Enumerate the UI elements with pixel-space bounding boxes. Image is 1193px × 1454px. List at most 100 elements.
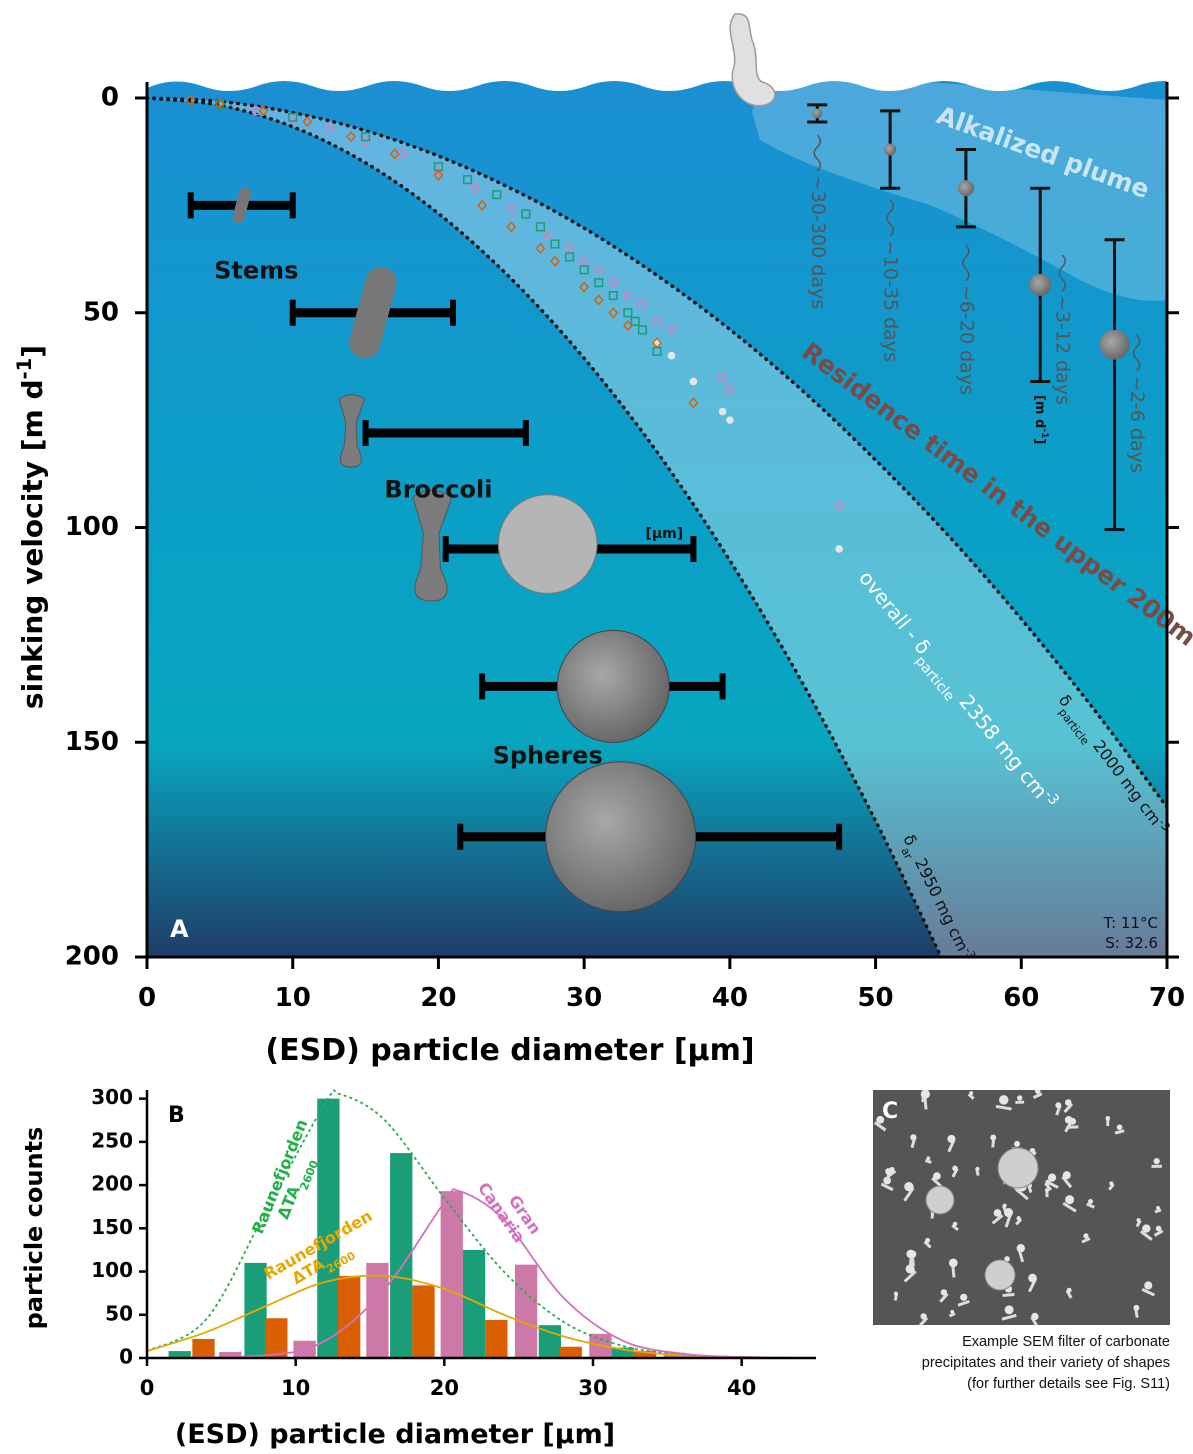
y-tick-label: 50 (83, 297, 119, 327)
particle-image (546, 762, 696, 912)
sem-particle (921, 1093, 925, 1097)
figure: StemsBroccoliSpheres[µm]~30-300 days~10-… (0, 0, 1193, 1454)
shape-label: Stems (214, 256, 298, 284)
sem-particle (969, 1091, 973, 1095)
caption-line: precipitates and their variety of shapes (922, 1355, 1170, 1371)
bar (560, 1347, 582, 1358)
sem-particle (990, 1135, 996, 1141)
sem-particle (1017, 1244, 1025, 1252)
x-tick-label: 40 (712, 983, 748, 1013)
sem-particle (926, 1156, 930, 1160)
sem-particle (1065, 1099, 1072, 1106)
y-tick-label: 100 (91, 1258, 133, 1282)
particle-icon (812, 108, 822, 118)
sem-particle (999, 1095, 1008, 1104)
sem-particle (909, 1251, 916, 1258)
sem-particle (953, 1222, 957, 1226)
sem-particle (1137, 1218, 1141, 1222)
bar (515, 1265, 537, 1358)
text-part: ] (1033, 438, 1048, 444)
y-axis-label: particle counts (20, 1127, 48, 1330)
particle-icon (1029, 274, 1051, 296)
caption-line: (for further details see Fig. S11) (967, 1376, 1170, 1392)
sem-particle (925, 1238, 930, 1243)
text-part: ] (16, 345, 49, 358)
data-point (690, 378, 698, 386)
sem-particle (1156, 1206, 1160, 1210)
residence-label: ~30-300 days (807, 175, 829, 309)
x-tick-label: 10 (275, 983, 311, 1013)
sem-background (873, 1090, 1170, 1325)
bar (441, 1191, 463, 1358)
x-tick-label: 0 (138, 983, 156, 1013)
residence-label: ~2-6 days (1126, 375, 1148, 473)
data-point (726, 416, 734, 424)
sem-particle (1154, 1158, 1160, 1164)
sem-particle (1015, 1101, 1024, 1104)
panel-label: B (168, 1103, 185, 1128)
text-part: 2600 (297, 1158, 321, 1192)
x-tick-label: 20 (420, 983, 456, 1013)
sem-particle (920, 1313, 926, 1319)
sem-particle (1031, 1313, 1038, 1320)
condition-label: T: 11°C (1103, 914, 1158, 932)
sem-particle (1017, 1095, 1022, 1100)
condition-label: S: 32.6 (1105, 934, 1158, 952)
sem-particle (1109, 1181, 1113, 1185)
y-tick-label: 150 (65, 727, 119, 757)
y-tick-label: 200 (65, 942, 119, 972)
x-tick-label: 70 (1149, 983, 1185, 1013)
sem-particle (1014, 1141, 1020, 1147)
sem-particle (1035, 1088, 1041, 1094)
sem-particle (910, 1134, 916, 1140)
sem-particle (1151, 1165, 1161, 1168)
sem-particle (1083, 1233, 1088, 1238)
sem-particle (1004, 1208, 1013, 1217)
sem-particle (952, 1166, 958, 1172)
sem-particle (1133, 1305, 1139, 1311)
x-tick-label: 10 (281, 1376, 310, 1400)
bar (463, 1250, 485, 1358)
sem-particle (885, 1168, 891, 1174)
sem-particle (1144, 1281, 1152, 1289)
sem-particle (1003, 1204, 1007, 1208)
sem-particle (1005, 1305, 1014, 1314)
unit-label: [µm] (645, 526, 683, 542)
x-tick-label: 60 (1003, 983, 1039, 1013)
x-tick-label: 30 (578, 1376, 607, 1400)
particle-icon (958, 180, 974, 196)
y-axis-label: sinking velocity [m d-1] (13, 345, 50, 709)
sem-particle (1028, 1274, 1037, 1283)
shape-label: Spheres (493, 742, 603, 770)
text-part: -1 (1040, 428, 1050, 438)
sem-particle (949, 1258, 958, 1267)
bar (485, 1320, 507, 1358)
y-tick-label: 50 (105, 1301, 133, 1325)
sem-particle (950, 1310, 954, 1314)
x-tick-label: 40 (727, 1376, 756, 1400)
text-part: sinking velocity [m d (16, 380, 49, 710)
sem-particle (941, 1289, 947, 1295)
data-point (719, 408, 727, 416)
sem-particle (975, 1167, 979, 1171)
sem-sphere (998, 1148, 1038, 1188)
sem-particle (1065, 1116, 1073, 1124)
sem-particle (1055, 1102, 1061, 1108)
particle-image (557, 630, 669, 742)
y-tick-label: 150 (91, 1215, 133, 1239)
x-tick-label: 0 (140, 1376, 155, 1400)
fit-label: GranCanaria (474, 1168, 545, 1248)
sem-sphere (926, 1186, 954, 1214)
data-point (653, 339, 661, 347)
data-point (835, 545, 843, 553)
y-tick-label: 0 (101, 83, 119, 113)
sem-particle (1048, 1174, 1056, 1182)
bar (192, 1339, 214, 1358)
bar (265, 1318, 287, 1358)
panel-label: C (882, 1099, 898, 1124)
y-tick-label: 0 (119, 1345, 133, 1369)
sem-particle (960, 1294, 967, 1301)
x-axis-label: (ESD) particle diameter [µm] (265, 1033, 754, 1068)
sem-particle (1067, 1288, 1072, 1293)
text-part: [m d (1033, 395, 1048, 428)
